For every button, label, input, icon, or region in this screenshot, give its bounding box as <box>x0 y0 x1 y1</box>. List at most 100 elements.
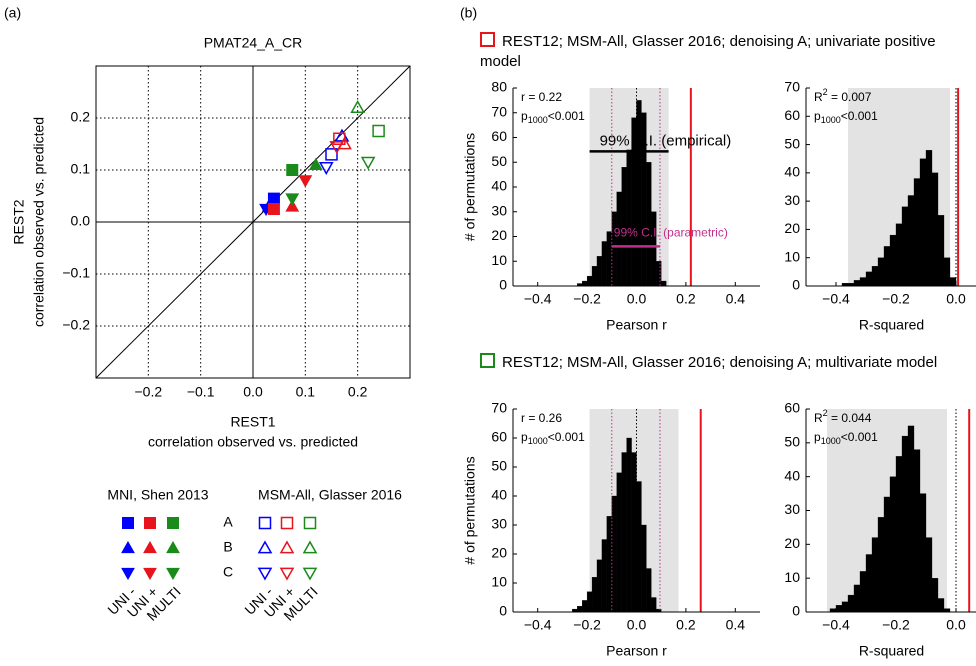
bar <box>616 472 622 613</box>
bar <box>596 559 603 613</box>
bar <box>931 578 939 613</box>
y-tick-label: 70 <box>784 79 800 95</box>
y-tick-label: 0 <box>499 277 507 293</box>
stat-sub: 1000 <box>528 436 548 446</box>
point <box>329 141 345 155</box>
x-axis-label: Pearson r <box>606 317 667 333</box>
legend-marker <box>167 517 179 529</box>
stat-text: p <box>814 430 821 444</box>
y-tick-label: 20 <box>491 227 507 243</box>
legend-marker <box>143 567 157 581</box>
bar <box>582 280 588 287</box>
legend-marker <box>121 540 135 554</box>
point <box>333 132 346 146</box>
stat-sup: 2 <box>823 408 828 418</box>
bar <box>895 223 903 287</box>
legend-group: MSM-All, Glasser 2016 <box>258 487 402 503</box>
x-tick-label: −0.1 <box>187 384 215 400</box>
point <box>298 175 313 188</box>
bar <box>913 178 921 287</box>
legend-marker <box>302 540 318 554</box>
point <box>334 128 350 142</box>
y-tick-label: 30 <box>491 202 507 218</box>
bar <box>586 275 593 287</box>
bar <box>626 437 632 613</box>
stat-text: p1000<0.001 <box>814 430 878 446</box>
bar <box>582 600 588 613</box>
bar <box>636 481 642 613</box>
bar <box>883 246 891 287</box>
y-tick-label: 30 <box>784 501 800 517</box>
y-tick-label: 0 <box>792 277 800 293</box>
stat-sub: 1000 <box>821 115 841 125</box>
stat-text: R <box>814 411 823 425</box>
bar <box>871 266 879 287</box>
legend-marker <box>144 517 156 529</box>
x-tick-label: −0.4 <box>524 291 552 307</box>
legend-marker <box>258 516 272 530</box>
y-tick-label: 60 <box>784 107 800 123</box>
bar <box>877 257 885 287</box>
legend-marker <box>122 517 134 529</box>
stat-text: = 0.044 <box>828 411 872 425</box>
stat-text: = 0.007 <box>828 90 872 104</box>
y-tick-label: 0 <box>792 603 800 619</box>
y-tick-label: 60 <box>491 429 507 445</box>
bar <box>919 158 927 287</box>
bar <box>601 241 608 287</box>
ci-parametric-label: 99% C.I. (parametric) <box>614 226 728 240</box>
stat-sub: 1000 <box>528 115 548 125</box>
point <box>325 148 338 161</box>
x-tick-label: 0.2 <box>676 617 696 633</box>
stat-text: p1000<0.001 <box>814 109 878 125</box>
y-axis-label: REST2 <box>11 199 27 244</box>
bar <box>895 456 903 613</box>
bar <box>877 517 885 613</box>
x-tick-label: −0.2 <box>882 291 910 307</box>
stat-text: r = 0.22 <box>521 90 562 104</box>
stat-text: p1000<0.001 <box>521 109 585 125</box>
chart-title: PMAT24_A_CR <box>204 35 303 51</box>
x-tick-label: 0.2 <box>676 291 696 307</box>
y-tick-label: 20 <box>491 545 507 561</box>
x-axis-label: R-squared <box>859 317 924 333</box>
stat-text: p <box>814 109 821 123</box>
histogram-panel <box>577 88 692 287</box>
histogram-panel <box>572 409 702 613</box>
stat-sub: 1000 <box>821 436 841 446</box>
x-tick-label: 0.0 <box>243 384 263 400</box>
x-tick-label: 0.4 <box>726 291 746 307</box>
y-tick-label: 20 <box>784 535 800 551</box>
y-axis-label: # of permutations <box>462 133 478 241</box>
stat-text: p <box>521 109 528 123</box>
x-tick-label: 0.1 <box>296 384 316 400</box>
stat-text: R <box>814 90 823 104</box>
section-icon <box>480 353 495 368</box>
bar <box>889 476 897 613</box>
identity-line <box>95 65 411 379</box>
y-axis-label: correlation observed vs. predicted <box>31 117 47 327</box>
bar <box>865 271 873 287</box>
y-tick-label: −0.2 <box>62 317 90 333</box>
x-axis-label: correlation observed vs. predicted <box>148 434 358 450</box>
bar <box>919 493 927 613</box>
section-icon <box>480 32 495 47</box>
x-tick-label: −0.4 <box>822 291 850 307</box>
bar <box>925 150 933 287</box>
y-tick-label: 0.0 <box>71 213 91 229</box>
legend-marker <box>280 516 294 530</box>
legend-row: B <box>223 539 232 555</box>
y-tick-label: 50 <box>491 153 507 169</box>
x-tick-label: 0.0 <box>946 617 966 633</box>
point <box>350 100 366 114</box>
y-tick-label: 40 <box>491 178 507 194</box>
bar <box>661 280 667 287</box>
legend-marker <box>166 540 180 554</box>
point <box>285 199 300 212</box>
y-tick-label: 0.2 <box>71 109 91 125</box>
x-tick-label: 0.0 <box>627 617 647 633</box>
stat-text: p <box>521 430 528 444</box>
bar <box>651 211 657 287</box>
bar <box>577 606 583 613</box>
